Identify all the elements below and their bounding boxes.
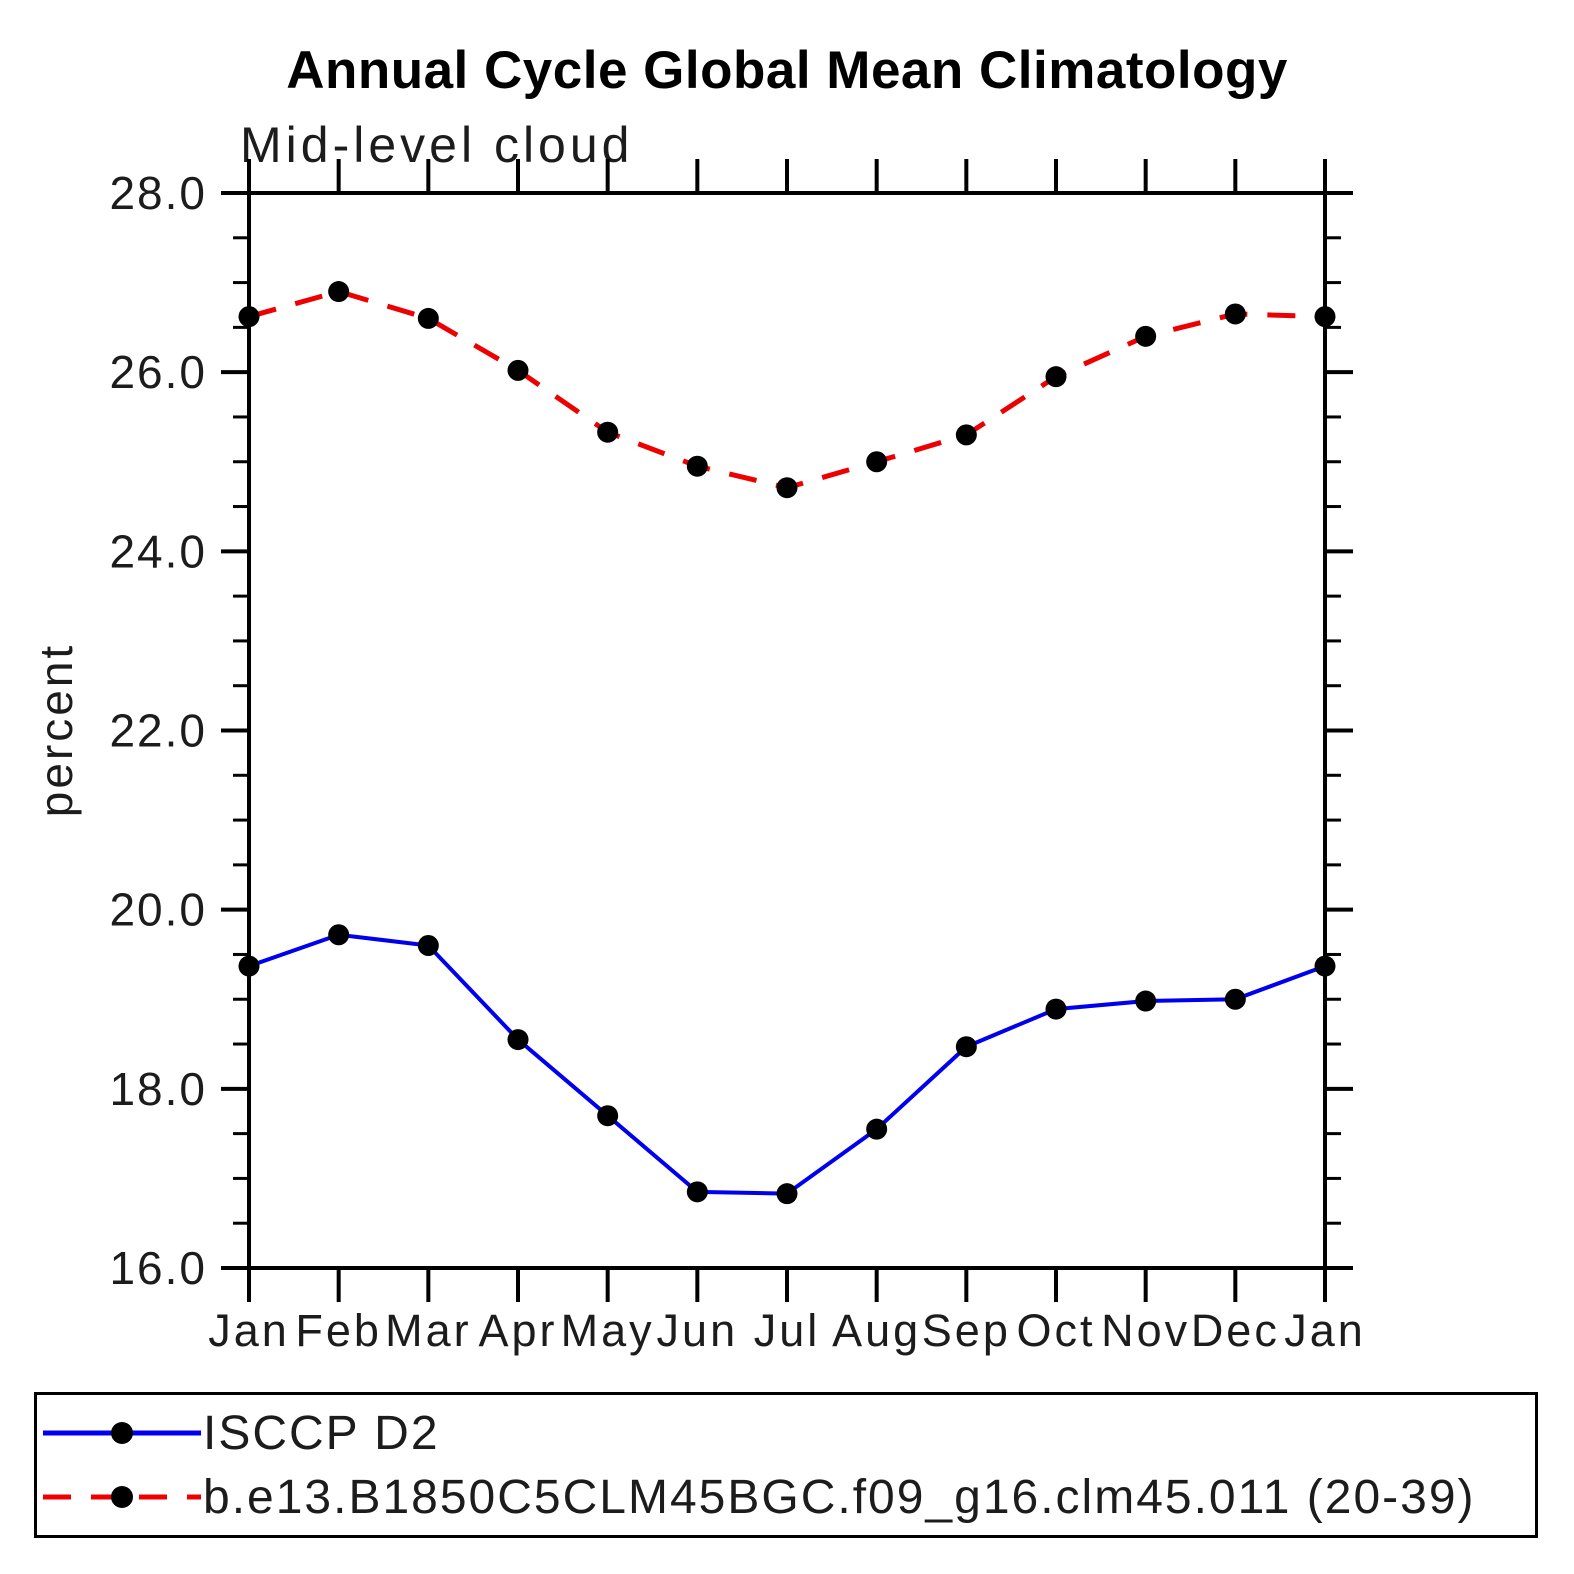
data-point-series1-Jan — [1314, 306, 1336, 328]
x-axis-tick-label: Nov — [1101, 1305, 1190, 1356]
y-axis-tick-label: 18.0 — [109, 1063, 207, 1115]
chart-subtitle: Mid-level cloud — [240, 117, 634, 173]
data-point-series1-Dec — [1224, 303, 1246, 325]
data-point-series0-Sep — [955, 1036, 977, 1058]
x-axis-tick-label: Aug — [832, 1305, 921, 1356]
data-point-series0-Jan — [1314, 955, 1336, 977]
legend-marker-dot — [111, 1422, 133, 1444]
series-line-0 — [248, 932, 1326, 1196]
data-point-series0-Apr — [507, 1029, 529, 1051]
axis-frame — [247, 191, 1327, 1270]
y-axis-tick-label: 28.0 — [109, 167, 207, 219]
x-axis-tick-label: Jun — [657, 1305, 739, 1356]
x-axis-tick-label: Feb — [295, 1305, 382, 1356]
y-axis-tick-label: 22.0 — [109, 705, 207, 757]
legend-item-isccp-d2: ISCCP D2 — [43, 1405, 440, 1461]
x-axis-tick-label: Mar — [385, 1305, 472, 1356]
chart-title: Annual Cycle Global Mean Climatology — [286, 41, 1288, 100]
data-point-series1-Jul — [776, 477, 798, 499]
legend-marker-dot — [111, 1486, 133, 1508]
data-point-series0-Mar — [417, 935, 439, 956]
data-point-series1-Feb — [328, 281, 350, 303]
data-point-series0-Oct — [1045, 998, 1067, 1020]
series-line-1 — [248, 288, 1326, 491]
legend-swatch-solid-line — [43, 1422, 201, 1444]
x-axis-tick-label: Apr — [478, 1305, 557, 1356]
x-axis-tick-label: Dec — [1191, 1305, 1280, 1356]
y-axis-tick-label: 26.0 — [109, 346, 207, 398]
data-point-series0-Dec — [1224, 988, 1246, 1010]
data-point-series1-Aug — [866, 451, 888, 473]
data-point-series1-Nov — [1135, 325, 1157, 347]
data-point-series0-Jan — [238, 955, 260, 977]
x-axis-tick-label: Jan — [208, 1305, 290, 1356]
x-axis-tick-label: Jul — [754, 1305, 821, 1356]
x-axis-tick-label: Jan — [1284, 1305, 1366, 1356]
data-point-series0-Jun — [686, 1181, 708, 1203]
data-point-series0-Feb — [328, 924, 350, 946]
y-axis-tick-label: 16.0 — [109, 1242, 207, 1294]
data-point-series0-Nov — [1135, 990, 1157, 1012]
data-point-series1-Jun — [686, 455, 708, 477]
data-point-series1-Mar — [417, 307, 439, 329]
x-axis-tick-label: May — [561, 1305, 655, 1356]
data-point-series1-Oct — [1045, 366, 1067, 388]
legend-swatch-dashed-line — [43, 1486, 201, 1508]
data-point-series1-May — [597, 421, 619, 443]
data-point-series0-May — [597, 1105, 619, 1127]
legend-label-model-run: b.e13.B1850C5CLM45BGC.f09_g16.clm45.011 … — [203, 1470, 1476, 1524]
legend-item-model-run: b.e13.B1850C5CLM45BGC.f09_g16.clm45.011 … — [43, 1469, 1476, 1525]
legend-label-isccp-d2: ISCCP D2 — [203, 1406, 440, 1460]
y-axis-tick-label: 20.0 — [109, 884, 207, 936]
data-point-series1-Sep — [955, 424, 977, 446]
legend-box: ISCCP D2 b.e13.B1850C5CLM45BGC.f09_g16.c… — [34, 1392, 1538, 1538]
data-point-series0-Jul — [776, 1183, 798, 1205]
x-axis-tick-label: Sep — [922, 1305, 1011, 1356]
y-axis-tick-label: 24.0 — [109, 525, 207, 577]
data-point-series1-Jan — [238, 306, 260, 328]
x-axis-tick-label: Oct — [1016, 1305, 1095, 1356]
data-point-series1-Apr — [507, 359, 529, 381]
data-point-series0-Aug — [866, 1118, 888, 1140]
